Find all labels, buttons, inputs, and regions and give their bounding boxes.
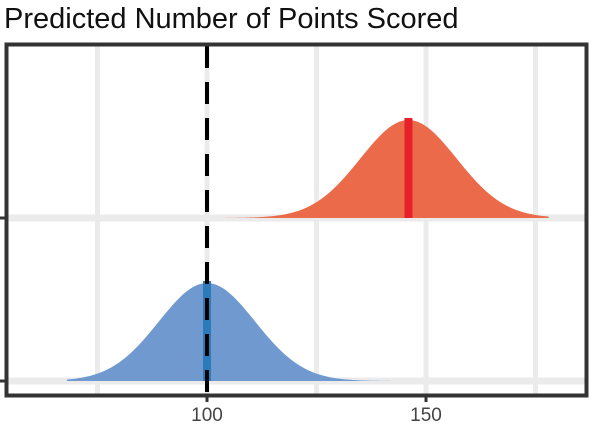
axes: 100 150 (0, 216, 442, 426)
chart-title: Predicted Number of Points Scored (4, 3, 459, 35)
density-curve-1 (66, 283, 549, 381)
density-curve-0 (66, 120, 549, 218)
x-tick-label-100: 100 (191, 405, 223, 426)
baselines (8, 214, 586, 385)
panel-border (4, 42, 589, 398)
density-curves (66, 118, 549, 381)
x-tick-label-150: 150 (410, 405, 442, 426)
